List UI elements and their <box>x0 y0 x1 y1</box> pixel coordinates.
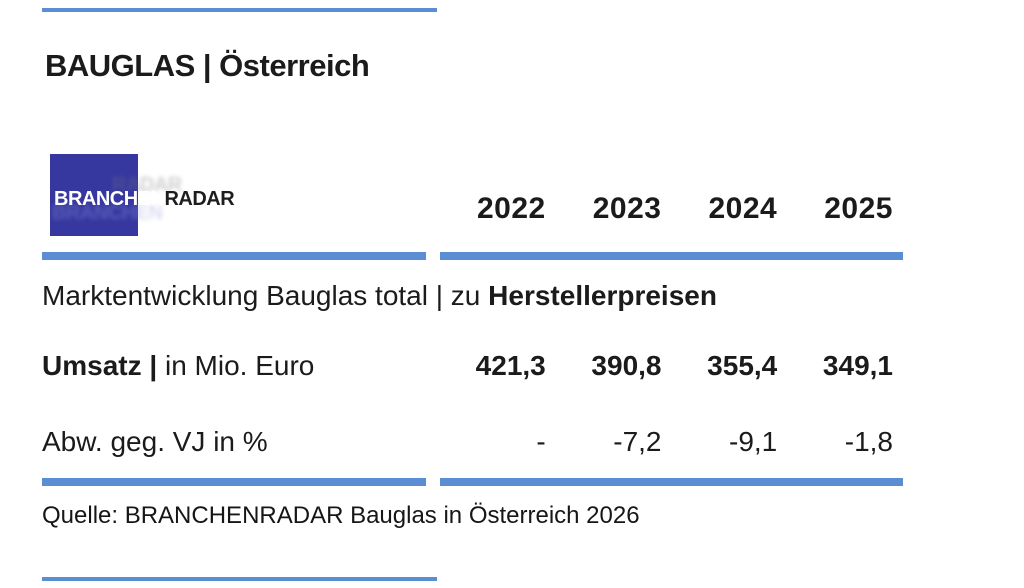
year-header-2023: 2023 <box>592 192 662 225</box>
value-cell: 421,3 <box>475 350 546 381</box>
branchenradar-logo: RADAR BRANCHEN BRANCHENRADAR <box>50 154 310 236</box>
value-cell: - <box>536 426 546 457</box>
separator-upper-left <box>42 252 426 260</box>
separator-upper-right <box>440 252 903 260</box>
section-title: Marktentwicklung Bauglas total | zu Hers… <box>42 280 717 312</box>
row-values-umsatz: 421,3 390,8 355,4 349,1 <box>440 350 903 382</box>
source-line: Quelle: BRANCHENRADAR Bauglas in Österre… <box>42 502 640 529</box>
bottom-rule <box>42 577 437 581</box>
value-cell: 355,4 <box>707 350 778 381</box>
value-cell: -1,8 <box>844 426 893 457</box>
top-rule <box>42 8 437 12</box>
value-cell: 390,8 <box>591 350 662 381</box>
row-label-umsatz-bold: Umsatz | <box>42 350 165 381</box>
row-label-umsatz: Umsatz | in Mio. Euro <box>42 350 314 382</box>
year-header-2024: 2024 <box>708 192 778 225</box>
page-title: BAUGLAS | Österreich <box>45 48 370 83</box>
year-header-row: 2022 2023 2024 2025 <box>440 192 903 226</box>
separator-lower-right <box>440 478 903 486</box>
value-cell: 349,1 <box>822 350 893 381</box>
row-values-abweichung: - -7,2 -9,1 -1,8 <box>440 426 903 458</box>
value-cell: -7,2 <box>613 426 662 457</box>
row-label-abweichung: Abw. geg. VJ in % <box>42 426 268 458</box>
section-title-bold: Herstellerpreisen <box>488 280 717 311</box>
row-label-umsatz-regular: in Mio. Euro <box>164 350 315 381</box>
logo-text-radar: RADAR <box>164 188 235 210</box>
value-cell: -9,1 <box>729 426 778 457</box>
separator-lower-left <box>42 478 426 486</box>
logo-text-branchen: BRANCHEN <box>54 188 165 210</box>
year-header-2022: 2022 <box>477 192 546 225</box>
year-header-2025: 2025 <box>824 192 893 225</box>
logo-square <box>50 154 138 236</box>
row-label-abweichung-text: Abw. geg. VJ in % <box>42 426 268 457</box>
section-title-regular: Marktentwicklung Bauglas total | zu <box>42 280 489 311</box>
logo-wordmark: BRANCHENRADAR <box>54 188 235 211</box>
